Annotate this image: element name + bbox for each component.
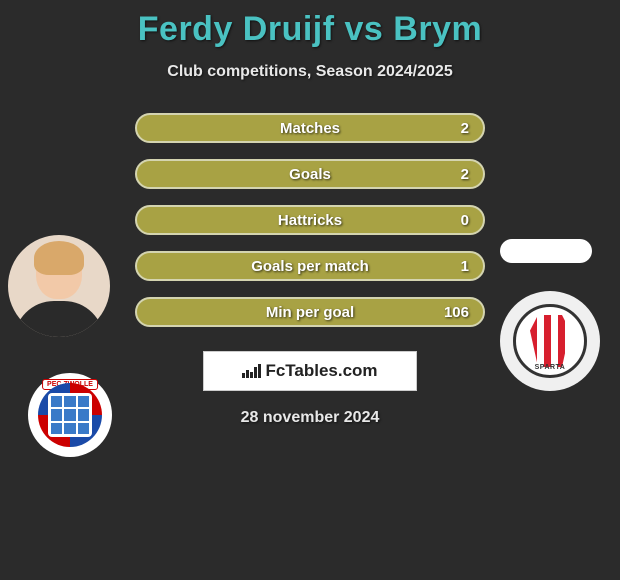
subtitle: Club competitions, Season 2024/2025 — [0, 63, 620, 81]
chart-icon — [242, 364, 261, 378]
stat-label: Hattricks — [278, 212, 342, 229]
crest-pec-zwolle: PEC ZWOLLE — [38, 383, 102, 447]
crest-inner-grid — [48, 393, 92, 437]
avatar-hair-shape — [34, 241, 84, 275]
crest-sparta: SPARTA — [513, 304, 587, 378]
crest-sparta-text: SPARTA — [535, 364, 566, 371]
comparison-content: PEC ZWOLLE SPARTA Matches 2 Goals 2 — [0, 113, 620, 427]
stat-label: Goals per match — [251, 258, 369, 275]
stat-bar-hattricks: Hattricks 0 — [135, 205, 485, 235]
stat-bar-goals: Goals 2 — [135, 159, 485, 189]
player-left-club-crest: PEC ZWOLLE — [28, 373, 112, 457]
stat-value: 2 — [461, 120, 469, 137]
avatar-shoulders-shape — [14, 301, 104, 337]
player-left-avatar — [8, 235, 110, 337]
stat-bar-matches: Matches 2 — [135, 113, 485, 143]
stat-bar-goals-per-match: Goals per match 1 — [135, 251, 485, 281]
avatar-head-shape — [36, 247, 82, 299]
brand-text: FcTables.com — [242, 361, 377, 381]
stat-label: Matches — [280, 120, 340, 137]
stat-value: 106 — [444, 304, 469, 321]
player-right-club-crest: SPARTA — [500, 291, 600, 391]
brand-box[interactable]: FcTables.com — [203, 351, 417, 391]
stat-bar-min-per-goal: Min per goal 106 — [135, 297, 485, 327]
stat-label: Goals — [289, 166, 331, 183]
stat-label: Min per goal — [266, 304, 354, 321]
crest-sparta-stripes — [530, 315, 570, 367]
stat-value: 1 — [461, 258, 469, 275]
player-right-avatar — [500, 239, 592, 263]
brand-label: FcTables.com — [265, 361, 377, 381]
crest-outer-ring — [38, 383, 102, 447]
stat-value: 2 — [461, 166, 469, 183]
page-title: Ferdy Druijf vs Brym — [0, 0, 620, 49]
stat-bars: Matches 2 Goals 2 Hattricks 0 Goals per … — [135, 113, 485, 327]
stat-value: 0 — [461, 212, 469, 229]
